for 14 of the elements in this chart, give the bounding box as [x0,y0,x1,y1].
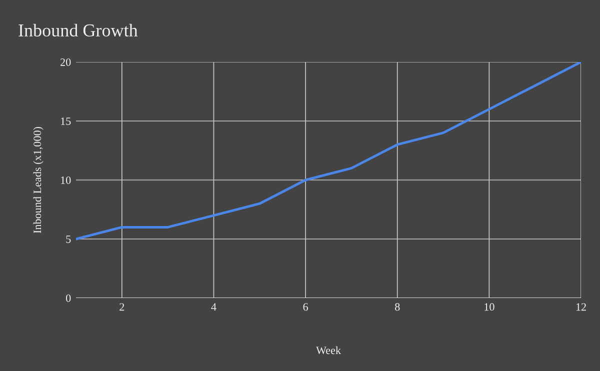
x-tick-label: 12 [576,303,586,311]
y-tick-label: 20 [60,58,71,66]
x-tick-label: 2 [120,303,124,311]
y-tick-label: 0 [66,294,71,302]
y-axis-title: Inbound Leads (x1,000) [33,126,44,234]
y-tick-label: 5 [66,236,71,243]
y-tick-label: 15 [61,118,71,125]
x-tick-label: 6 [303,303,308,311]
x-tick-label: 8 [395,303,400,311]
x-tick-label: 4 [211,303,216,311]
x-axis-title: Week [316,346,342,354]
y-tick-label: 10 [61,176,71,184]
x-tick-label: 10 [484,303,494,311]
chart-title: Inbound Growth [18,24,138,37]
